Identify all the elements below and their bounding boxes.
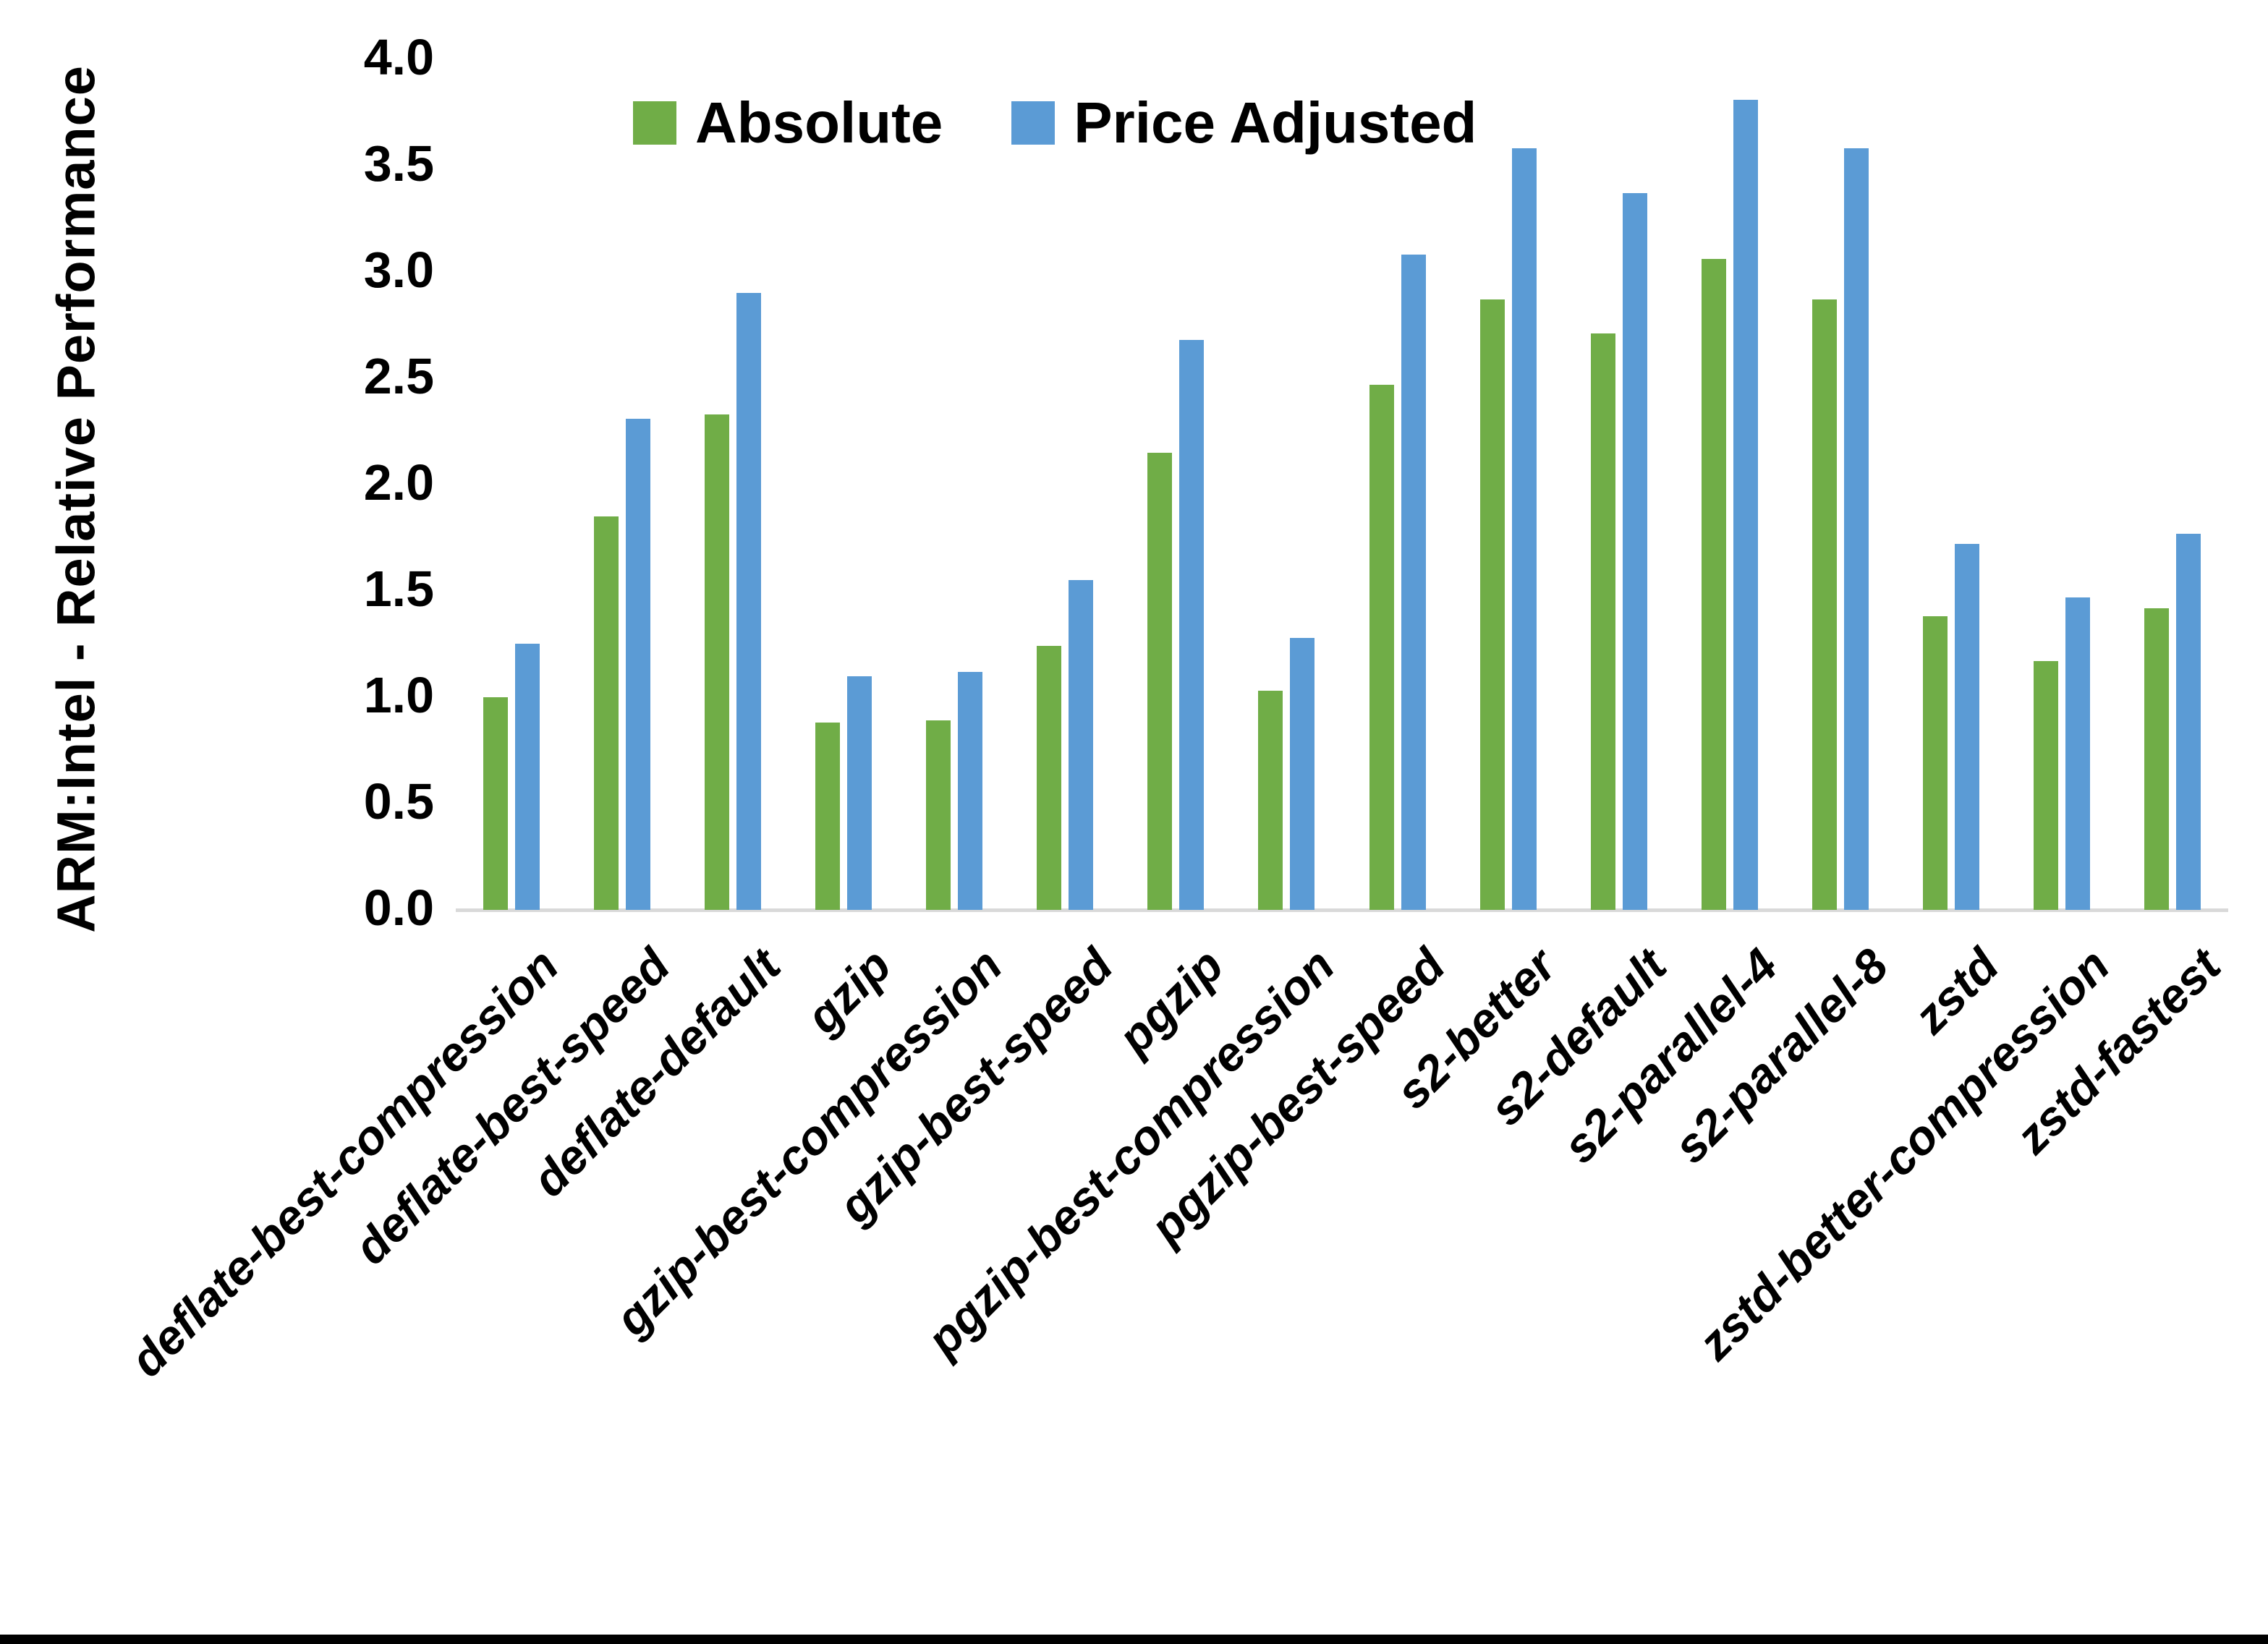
bar-absolute-gzip-best-speed (1037, 646, 1061, 910)
x-tick-label-gzip: gzip (795, 938, 901, 1044)
x-tick-label-zstd: zstd (1903, 938, 2009, 1044)
y-tick-label-1.0: 1.0 (363, 667, 434, 724)
legend-swatch-price-adjusted-icon (1011, 101, 1056, 145)
legend-label-price-adjusted: Price Adjusted (1074, 90, 1477, 155)
legend-label-absolute: Absolute (695, 90, 943, 155)
bar-absolute-zstd-better-compression (2034, 661, 2058, 910)
bar-price-adjusted-s2-default (1623, 193, 1647, 910)
legend-item-absolute: Absolute (633, 94, 943, 152)
y-tick-label-2.0: 2.0 (363, 454, 434, 511)
bar-absolute-s2-better (1480, 299, 1505, 910)
bar-price-adjusted-zstd (1955, 544, 1979, 910)
bar-price-adjusted-zstd-better-compression (2065, 597, 2090, 910)
bar-absolute-s2-parallel-8 (1812, 299, 1837, 910)
bar-absolute-deflate-best-speed (594, 516, 619, 910)
bar-price-adjusted-deflate-best-speed (626, 419, 650, 910)
bar-absolute-zstd-fastest (2144, 608, 2169, 910)
bar-price-adjusted-pgzip-best-speed (1401, 255, 1426, 910)
y-axis-title: ARM:Intel - Relative Performance (46, 65, 106, 933)
bar-price-adjusted-pgzip-best-compression (1290, 638, 1314, 910)
bar-price-adjusted-gzip (847, 676, 872, 910)
bar-price-adjusted-s2-better (1512, 148, 1537, 910)
y-tick-label-0.5: 0.5 (363, 773, 434, 830)
bar-price-adjusted-zstd-fastest (2176, 534, 2201, 910)
bar-price-adjusted-gzip-best-compression (958, 672, 982, 910)
legend-swatch-absolute-icon (633, 101, 676, 145)
bar-absolute-deflate-default (705, 414, 729, 910)
y-tick-label-0.0: 0.0 (363, 880, 434, 937)
bar-price-adjusted-deflate-default (736, 293, 761, 910)
legend-item-price-adjusted: Price Adjusted (1011, 94, 1477, 152)
bar-price-adjusted-gzip-best-speed (1069, 580, 1093, 910)
y-tick-label-2.5: 2.5 (363, 348, 434, 405)
bar-absolute-gzip-best-compression (926, 720, 951, 910)
bar-absolute-pgzip (1147, 453, 1172, 910)
bar-price-adjusted-s2-parallel-4 (1733, 100, 1758, 910)
x-axis-line (456, 908, 2228, 912)
legend: Absolute Price Adjusted (633, 94, 1477, 152)
bar-price-adjusted-s2-parallel-8 (1844, 148, 1869, 910)
bar-absolute-pgzip-best-speed (1369, 385, 1394, 910)
y-tick-label-4.0: 4.0 (363, 29, 434, 86)
y-tick-label-1.5: 1.5 (363, 561, 434, 618)
y-tick-label-3.5: 3.5 (363, 135, 434, 192)
bar-absolute-s2-default (1591, 333, 1615, 910)
y-tick-label-3.0: 3.0 (363, 242, 434, 299)
bar-absolute-deflate-best-compression (483, 697, 508, 910)
bottom-border (0, 1635, 2268, 1644)
x-tick-label-deflate-best-compression: deflate-best-compression (119, 938, 569, 1387)
bar-absolute-s2-parallel-4 (1702, 259, 1726, 910)
bar-absolute-gzip (815, 723, 840, 910)
bar-absolute-pgzip-best-compression (1258, 691, 1283, 910)
bar-absolute-zstd (1923, 616, 1948, 910)
bar-price-adjusted-pgzip (1179, 340, 1204, 910)
bar-price-adjusted-deflate-best-compression (515, 644, 540, 910)
